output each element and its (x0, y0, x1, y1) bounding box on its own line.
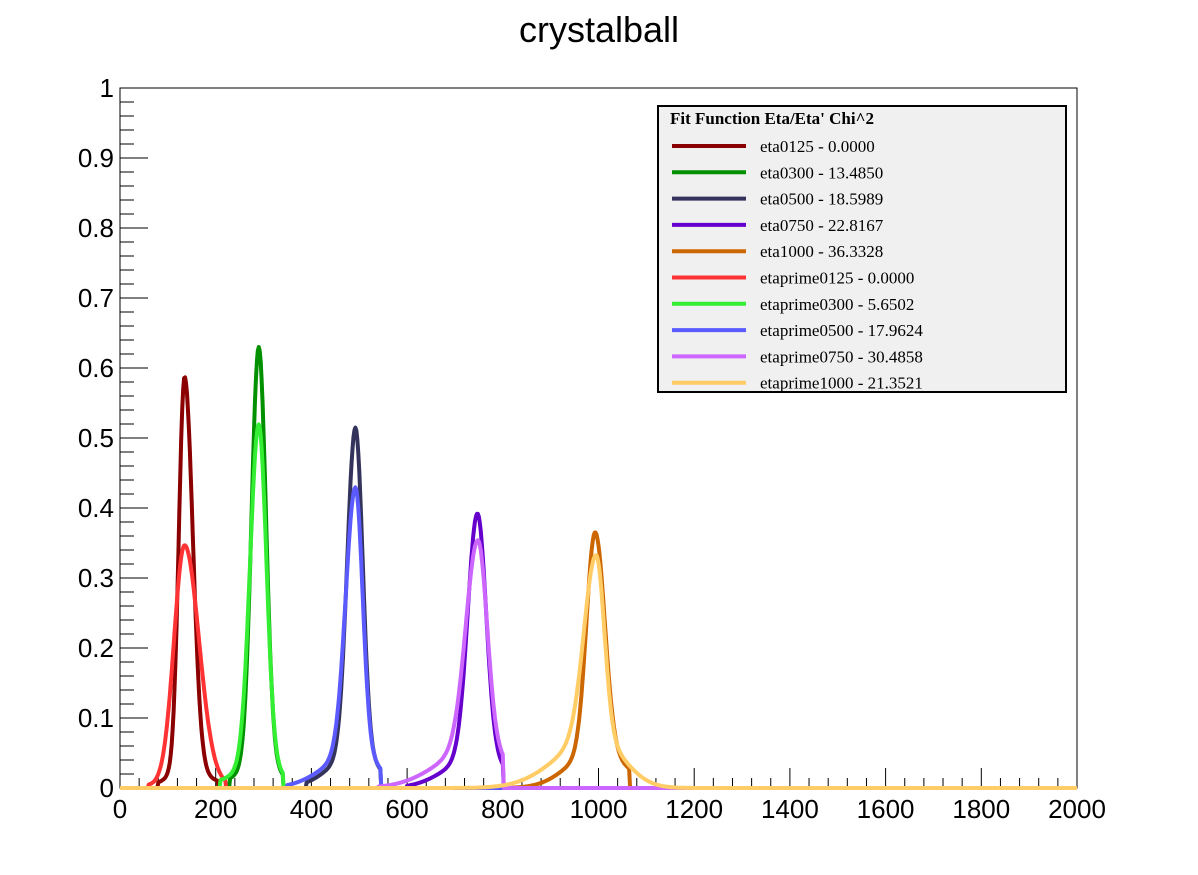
legend-entry-label: etaprime0750 - 30.4858 (760, 347, 923, 366)
y-tick-label: 0.2 (78, 633, 114, 663)
legend-entry-label: etaprime0125 - 0.0000 (760, 269, 914, 288)
x-tick-label: 800 (481, 794, 524, 824)
y-tick-labels: 0 0.1 0.2 0.3 0.4 0.5 0.6 0.7 0.8 0.9 1 (78, 73, 114, 803)
x-tick-label: 1800 (952, 794, 1010, 824)
legend-title: Fit Function Eta/Eta' Chi^2 (670, 109, 874, 128)
legend-entry-label: etaprime0500 - 17.9624 (760, 321, 923, 340)
series-line-9 (119, 553, 1078, 790)
y-tick-label: 0.7 (78, 283, 114, 313)
y-tick-label: 0.6 (78, 353, 114, 383)
y-tick-label: 0.8 (78, 213, 114, 243)
y-tick-label: 1 (100, 73, 114, 103)
legend-entry-label: eta0500 - 18.5989 (760, 190, 883, 209)
x-tick-label: 0 (113, 794, 127, 824)
x-tick-labels: 0 200 400 600 800 1000 1200 1400 1600 1800 2000 (113, 794, 1106, 824)
legend-entry-label: etaprime1000 - 21.3521 (760, 374, 923, 393)
y-tick-label: 0.3 (78, 563, 114, 593)
y-tick-label: 0.1 (78, 703, 114, 733)
x-tick-label: 1200 (665, 794, 723, 824)
x-tick-label: 2000 (1048, 794, 1106, 824)
legend: Fit Function Eta/Eta' Chi^2 eta0125 - 0.… (657, 105, 1067, 393)
y-tick-label: 0.5 (78, 423, 114, 453)
legend-box (657, 105, 1067, 393)
x-tick-label: 600 (385, 794, 428, 824)
legend-entry-label: etaprime0300 - 5.6502 (760, 295, 914, 314)
y-tick-label: 0.4 (78, 493, 114, 523)
legend-entry-label: eta0125 - 0.0000 (760, 137, 875, 156)
x-tick-label: 1400 (761, 794, 819, 824)
series-line-5 (119, 543, 1078, 790)
legend-entry-label: eta0750 - 22.8167 (760, 216, 884, 235)
y-tick-label: 0 (100, 773, 114, 803)
chart-title: crystalball (519, 9, 679, 50)
legend-entry-label: eta0300 - 13.4850 (760, 163, 883, 182)
series-lines (119, 345, 1078, 790)
x-tick-label: 200 (194, 794, 237, 824)
x-tick-label: 1000 (570, 794, 628, 824)
y-tick-label: 0.9 (78, 143, 114, 173)
series-line-6 (119, 422, 1078, 790)
x-tick-label: 1600 (857, 794, 915, 824)
legend-entry-label: eta1000 - 36.3328 (760, 242, 883, 261)
x-tick-label: 400 (290, 794, 333, 824)
